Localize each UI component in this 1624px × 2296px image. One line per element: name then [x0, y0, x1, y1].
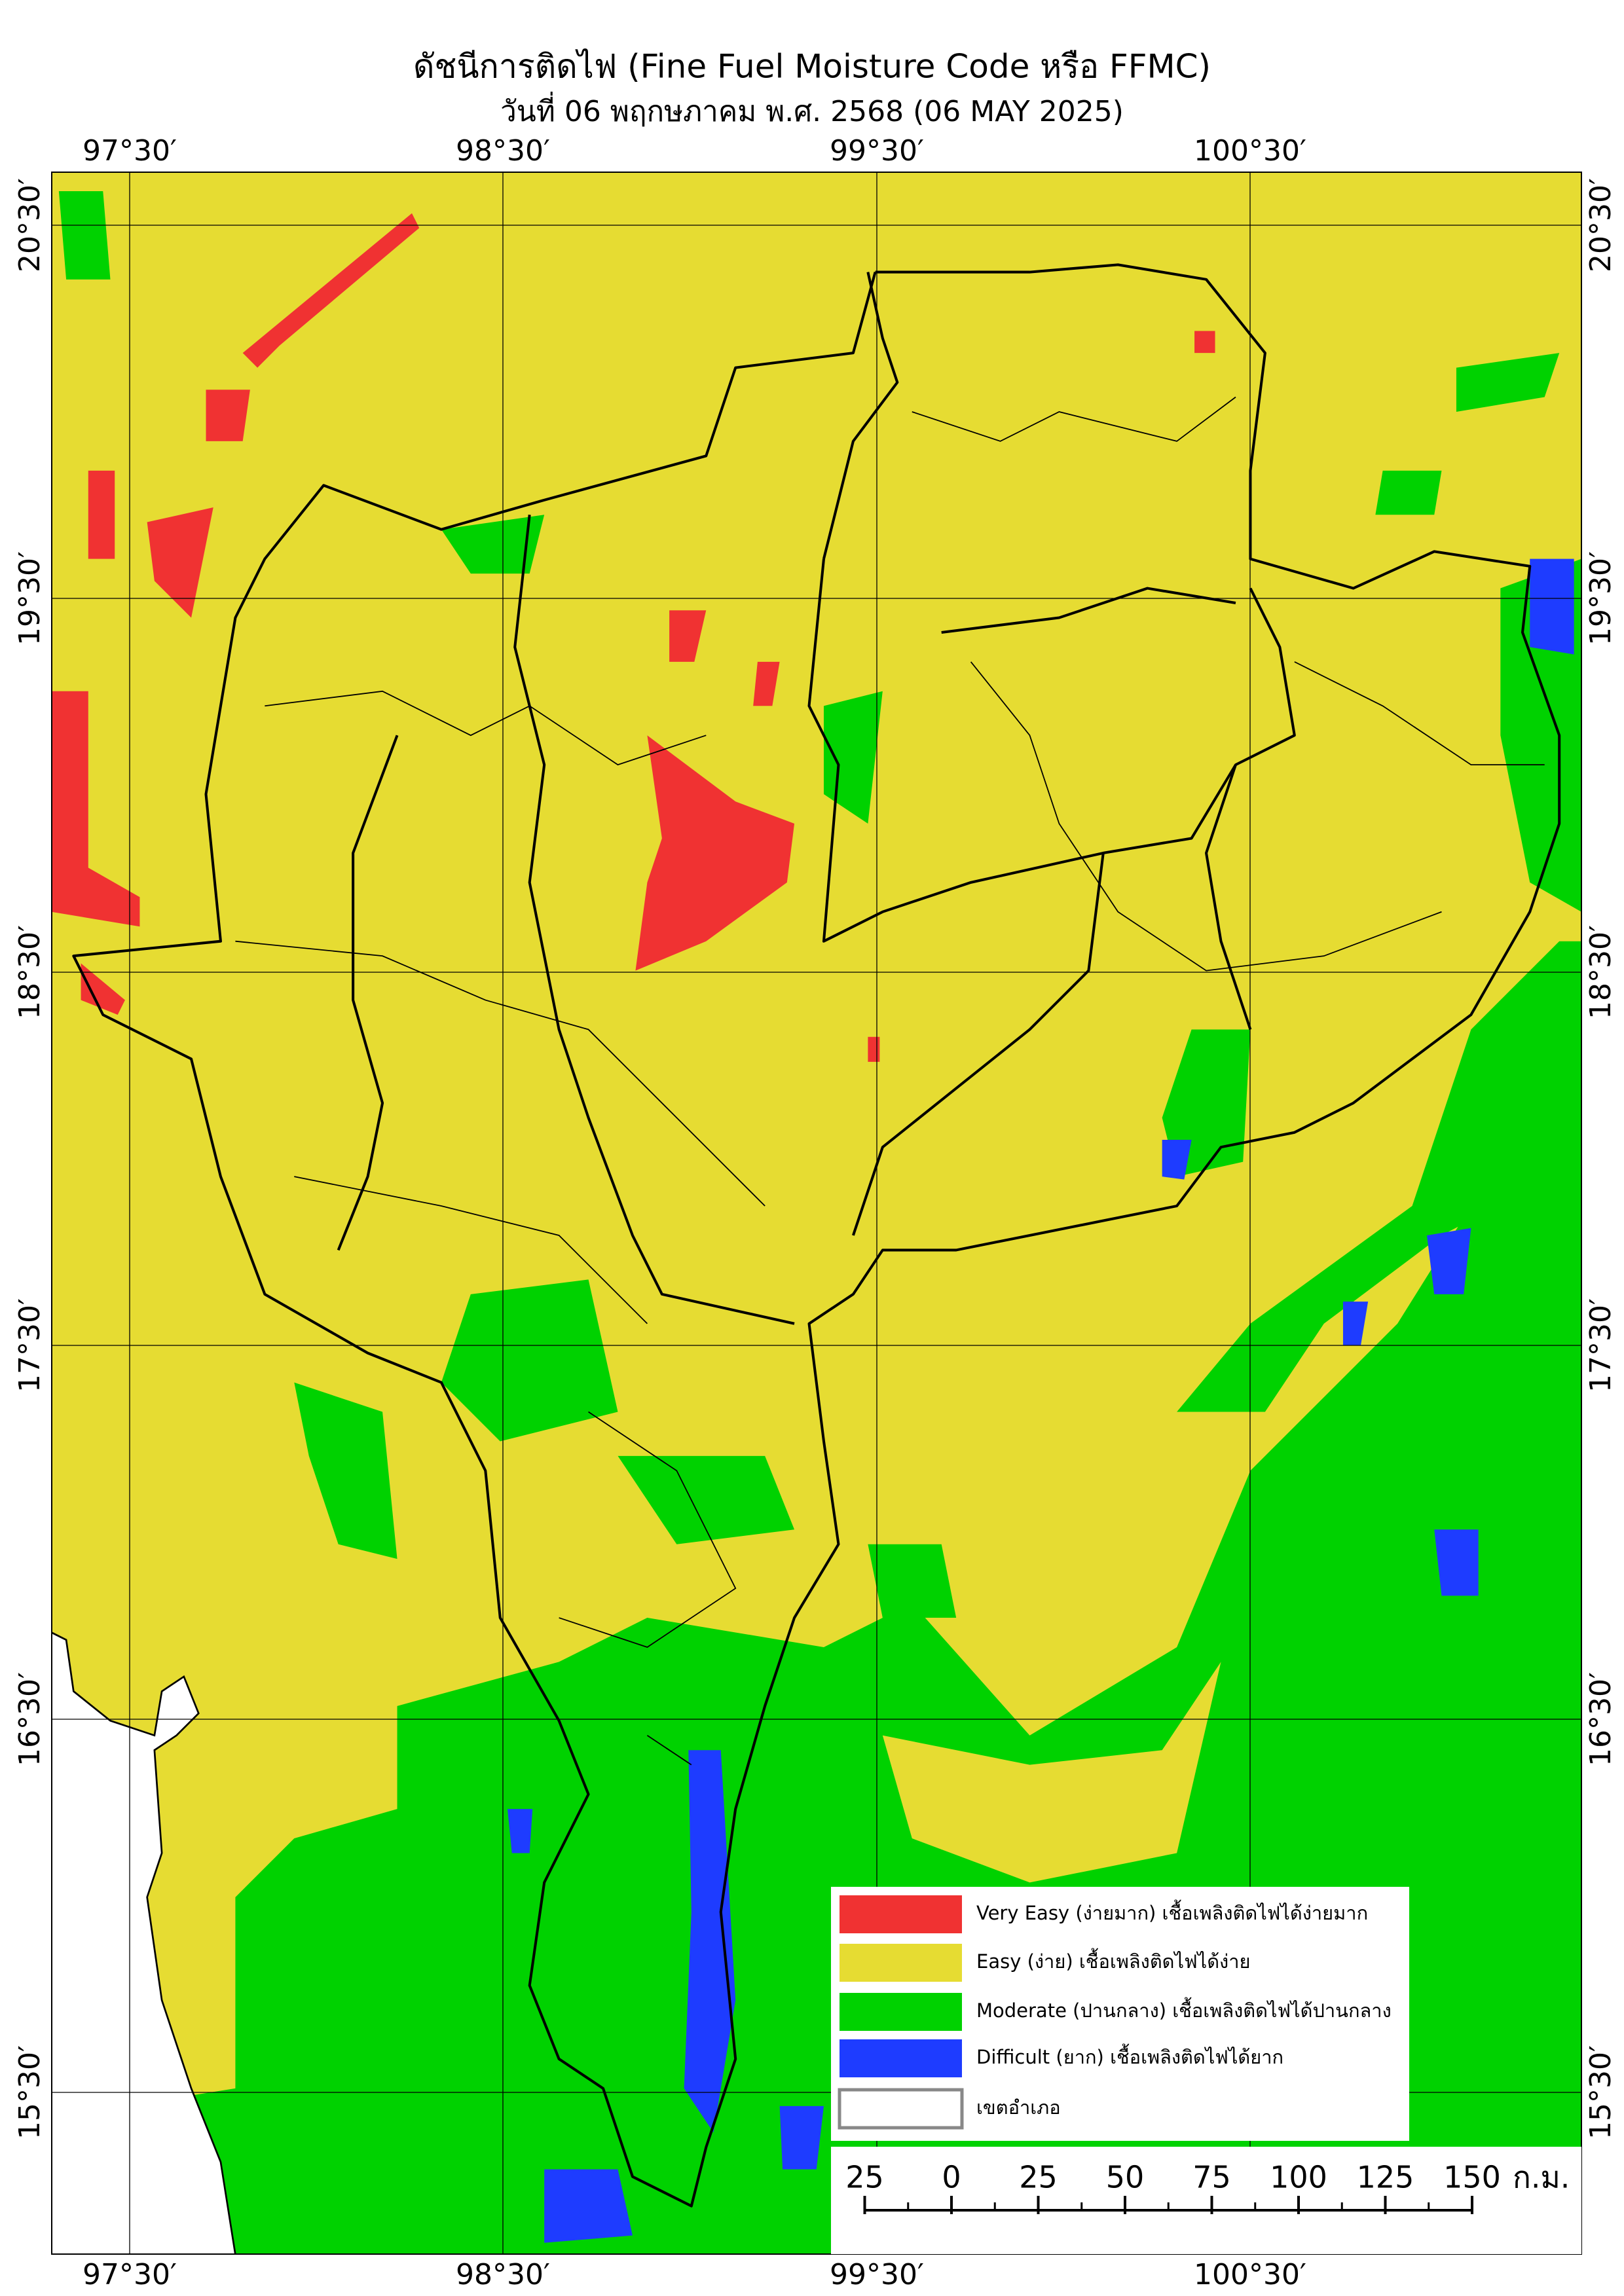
district-border: [1294, 661, 1545, 766]
easy-area: [882, 1662, 1221, 1883]
legend-label: Very Easy (ง่ายมาก) เชื้อเพลิงติดไฟได้ง่…: [976, 1899, 1368, 1924]
sea: [52, 1631, 236, 2254]
title: ดัชนีการติดไฟ (Fine Fuel Moisture Code ห…: [413, 48, 1211, 86]
legend-label: Difficult (ยาก) เชื้อเพลิงติดไฟได้ยาก: [976, 2043, 1283, 2068]
legend-label: เขตอำเภอ: [976, 2096, 1061, 2119]
difficult-area: [1530, 558, 1574, 655]
moderate-area: [441, 1279, 618, 1442]
scale-label: 25: [845, 2160, 884, 2195]
legend-swatch: [840, 1993, 962, 2031]
legend-swatch: [838, 2088, 964, 2130]
moderate-area: [1177, 941, 1581, 1412]
very-easy-area: [242, 213, 420, 368]
province-border: [513, 515, 795, 1325]
very-easy-area: [868, 1036, 880, 1062]
district-border: [646, 1735, 692, 1766]
lon-label: 97°30′: [83, 134, 177, 168]
district-border: [265, 690, 707, 766]
province-border: [72, 263, 1561, 2208]
lat-label: 18°30′: [13, 925, 46, 1019]
scale-unit: ก.ม.: [1513, 2160, 1570, 2195]
scale-box: [831, 2147, 1581, 2254]
lat-label: 17°30′: [1584, 1298, 1617, 1393]
district-border: [559, 1411, 737, 1648]
very-easy-area: [206, 390, 250, 441]
very-easy-area: [147, 507, 213, 618]
difficult-area: [507, 1809, 533, 1853]
lat-label: 20°30′: [13, 178, 46, 272]
district-border: [912, 396, 1236, 442]
legend-swatch: [840, 1944, 962, 1982]
district-border: [970, 661, 1442, 972]
moderate-area: [294, 1382, 397, 1559]
difficult-area: [684, 1750, 736, 2133]
moderate-area: [823, 691, 883, 824]
province-border: [807, 558, 1296, 943]
lat-label: 16°30′: [1584, 1672, 1617, 1766]
legend-swatch: [840, 1895, 962, 1933]
scale-label: 75: [1192, 2160, 1231, 2195]
lat-label: 15°30′: [1584, 2045, 1617, 2140]
district-border: [235, 940, 766, 1207]
moderate-area: [441, 515, 545, 574]
province-border: [822, 272, 899, 560]
lat-label: 20°30′: [1584, 178, 1617, 272]
lon-label: 98°30′: [456, 134, 550, 168]
lat-label: 15°30′: [13, 2045, 46, 2140]
lat-label: 19°30′: [13, 551, 46, 646]
lon-label: 99°30′: [830, 2258, 924, 2291]
very-easy-area: [635, 735, 795, 971]
moderate-area: [868, 1544, 957, 1618]
very-easy-area: [669, 610, 707, 662]
very-easy-area: [753, 661, 780, 706]
lon-label: 98°30′: [456, 2258, 550, 2291]
legend-label: Easy (ง่าย) เชื้อเพลิงติดไฟได้ง่าย: [976, 1948, 1250, 1973]
province-border: [1205, 764, 1252, 1030]
difficult-area: [1342, 1302, 1369, 1346]
difficult-area: [779, 2105, 824, 2170]
province-border: [941, 587, 1236, 634]
scale-label: 25: [1019, 2160, 1058, 2195]
moderate-area: [1375, 470, 1442, 515]
subtitle: วันที่ 06 พฤกษภาคม พ.ศ. 2568 (06 MAY 202…: [500, 91, 1124, 128]
lat-label: 16°30′: [13, 1672, 46, 1766]
scale-label: 125: [1357, 2160, 1414, 2195]
lon-label: 100°30′: [1194, 134, 1306, 168]
moderate-area: [58, 191, 111, 280]
lon-label: 100°30′: [1194, 2258, 1306, 2291]
difficult-area: [544, 2169, 633, 2243]
province-border: [337, 735, 399, 1251]
legend-swatch: [840, 2039, 962, 2077]
lon-label: 99°30′: [830, 134, 924, 168]
lon-label: 97°30′: [83, 2258, 177, 2291]
difficult-area: [1434, 1529, 1479, 1596]
difficult-area: [1427, 1228, 1471, 1294]
lat-label: 18°30′: [1584, 925, 1617, 1019]
district-border: [294, 1176, 648, 1324]
map-frame: [51, 172, 1582, 2255]
graticule: [52, 172, 1581, 2254]
very-easy-area: [88, 470, 115, 559]
moderate-area: [1456, 353, 1560, 412]
scale-label: 100: [1270, 2160, 1327, 2195]
scale-label: 50: [1106, 2160, 1145, 2195]
scale-label: 0: [942, 2160, 961, 2195]
lat-label: 19°30′: [1584, 551, 1617, 646]
legend-label: Moderate (ปานกลาง) เชื้อเพลิงติดไฟได้ปาน…: [976, 1997, 1392, 2022]
very-easy-area: [1194, 331, 1215, 354]
province-border: [851, 852, 1105, 1236]
difficult-area: [1162, 1139, 1192, 1180]
very-easy-area: [81, 963, 125, 1015]
scale-label: 150: [1443, 2160, 1501, 2195]
very-easy-area: [52, 691, 140, 927]
lat-label: 17°30′: [13, 1298, 46, 1393]
